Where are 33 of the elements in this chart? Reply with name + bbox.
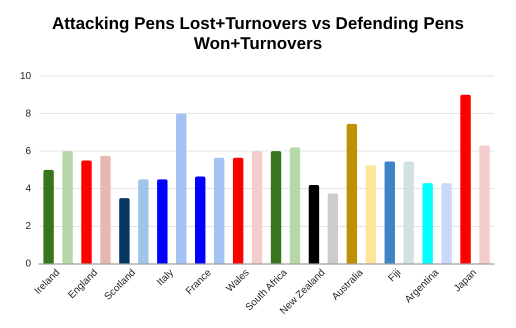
- bar: [384, 161, 395, 264]
- bar: [195, 176, 206, 264]
- bar: [441, 183, 452, 264]
- y-tick-label: 4: [26, 183, 32, 194]
- y-tick-label: 8: [26, 108, 32, 120]
- chart-title: Attacking Pens Lost+Turnovers vs Defending Pens Won+Turnovers: [50, 13, 466, 55]
- x-tick-label: Italy: [155, 267, 176, 288]
- bar: [43, 170, 54, 264]
- bar: [422, 183, 433, 264]
- x-tick-label: Fiji: [386, 267, 404, 284]
- bar: [138, 179, 149, 264]
- bar: [366, 165, 376, 264]
- y-tick-label: 2: [26, 221, 32, 232]
- y-tick-label: 10: [20, 70, 32, 82]
- bar: [157, 179, 168, 264]
- bar: [62, 151, 73, 264]
- bar: [270, 151, 282, 264]
- bar: [479, 146, 490, 264]
- bar: [346, 124, 358, 264]
- bar: [404, 161, 414, 264]
- y-tick-label: 6: [26, 146, 32, 157]
- bar: [232, 158, 244, 264]
- bar: [176, 114, 186, 264]
- bar: [290, 147, 300, 264]
- bar: [119, 198, 130, 264]
- bar: [460, 94, 471, 264]
- y-tick-label: 0: [26, 258, 32, 270]
- bar: [308, 184, 320, 264]
- bar: [214, 158, 224, 264]
- bar: [252, 151, 262, 264]
- bar: [328, 193, 338, 264]
- bar: [100, 156, 111, 264]
- bar: [81, 160, 92, 264]
